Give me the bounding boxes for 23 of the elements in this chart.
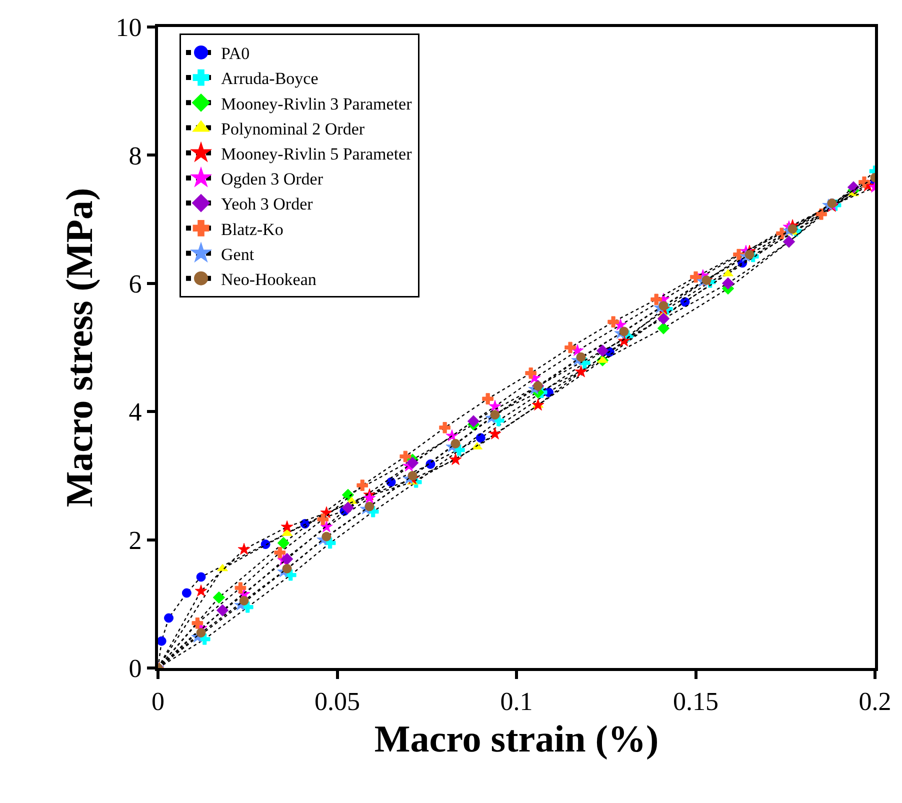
y-tick-label: 0 — [128, 654, 142, 684]
legend-label: Arruda-Boyce — [221, 69, 318, 88]
x-tick-label: 0 — [152, 687, 164, 716]
y-tick-label: 2 — [128, 526, 142, 555]
y-tick-label: 4 — [128, 398, 142, 427]
x-tick-label: 0.1 — [500, 687, 533, 716]
y-tick-label: 6 — [128, 270, 142, 298]
legend-label: Neo-Hookean — [221, 270, 317, 289]
legend-label: Polynominal 2 Order — [221, 119, 365, 138]
x-axis-title: Macro strain (%) — [374, 718, 659, 760]
legend-label: PA0 — [221, 44, 250, 64]
legend-label: Gent — [221, 244, 254, 264]
y-tick-label: 10 — [116, 13, 142, 42]
y-axis-title: Macro stress (MPa) — [59, 188, 101, 508]
legend-label: Mooney-Rivlin 3 Parameter — [221, 94, 412, 114]
legend-label: Mooney-Rivlin 5 Parameter — [221, 144, 412, 164]
x-tick-label: 0.2 — [858, 687, 892, 716]
legend-label: Ogden 3 Order — [221, 170, 324, 189]
x-tick-label: 0.15 — [673, 687, 718, 716]
x-tick-label: 0.05 — [314, 687, 360, 716]
legend-label: Blatz-Ko — [221, 220, 284, 239]
legend-label: Yeoh 3 Order — [221, 194, 314, 214]
y-tick-label: 8 — [128, 141, 142, 170]
